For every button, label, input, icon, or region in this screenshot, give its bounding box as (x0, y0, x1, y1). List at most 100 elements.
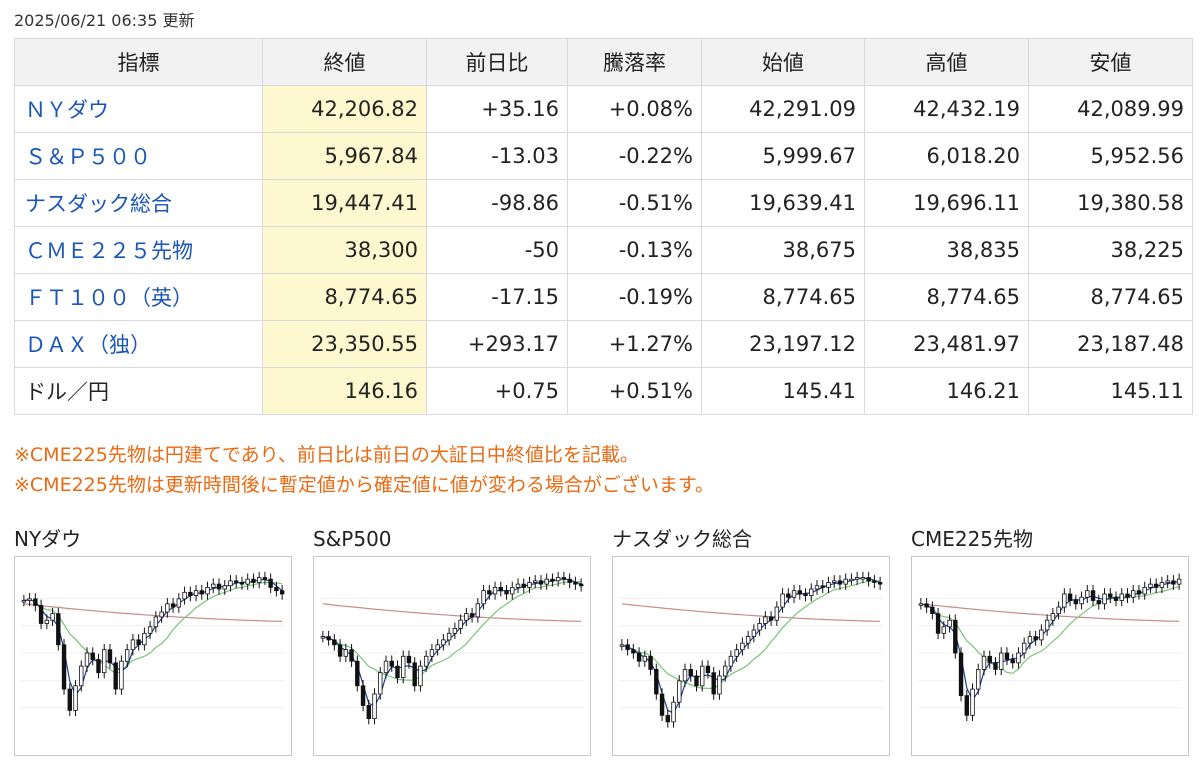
candle-body (176, 598, 182, 608)
table-row: ドル／円 146.16 +0.75 +0.51% 145.41 146.21 145.11 (14, 367, 1193, 415)
candle-body (1131, 590, 1136, 598)
candle-body (930, 606, 935, 615)
percent-value: +1.27% (567, 320, 702, 368)
ma-short-line (322, 578, 582, 707)
candle-body (1102, 593, 1107, 605)
candle-body (814, 585, 820, 590)
chart-canvas[interactable] (612, 556, 890, 756)
candle-body (734, 649, 739, 657)
candle-body (79, 665, 84, 687)
chart-nydow[interactable]: NYダウ (14, 522, 292, 756)
low-value: 42,089.99 (1028, 85, 1193, 133)
candle-body (435, 644, 440, 651)
candle-body (648, 655, 653, 670)
change-value: +293.17 (426, 320, 568, 368)
candle-body (757, 623, 762, 631)
indicator-link[interactable]: Ｓ＆Ｐ５００ (25, 145, 151, 169)
candle-body (216, 583, 222, 590)
candle-body (406, 655, 412, 664)
candle-body (56, 613, 61, 646)
header-close: 終値 (262, 38, 427, 86)
candle-body (102, 649, 107, 674)
candle-body (774, 606, 780, 621)
candle-body (619, 644, 625, 647)
chart-cme225[interactable]: CME225先物 (911, 522, 1189, 756)
chart-sp500[interactable]: S&P500 (313, 522, 591, 756)
candlestick-chart (918, 573, 1182, 722)
candle-body (1079, 596, 1084, 605)
open-value: 145.41 (701, 367, 865, 415)
candle-body (711, 672, 716, 695)
header-change: 前日比 (426, 38, 568, 86)
candle-body (538, 580, 544, 585)
candle-body (337, 644, 343, 657)
candle-body (745, 636, 751, 644)
table-row: Ｓ＆Ｐ５００ 5,967.84 -13.03 -0.22% 5,999.67 6,018.… (14, 132, 1193, 180)
low-value: 5,952.56 (1028, 132, 1193, 180)
candle-body (866, 577, 871, 582)
candle-body (96, 659, 101, 674)
candle-body (1004, 652, 1010, 660)
candle-body (1016, 652, 1021, 664)
indicator-link[interactable]: ＤＡＸ（独） (25, 333, 151, 357)
header-high: 高値 (864, 38, 1029, 86)
candle-body (682, 669, 688, 682)
candle-body (1085, 590, 1090, 598)
candle-body (1050, 613, 1056, 621)
candle-body (107, 649, 113, 664)
chart-canvas[interactable] (313, 556, 591, 756)
candle-body (768, 616, 774, 621)
candle-body (205, 586, 210, 595)
candle-body (791, 590, 797, 598)
candle-body (728, 655, 734, 667)
open-value: 19,639.41 (701, 179, 865, 227)
candle-body (245, 578, 250, 585)
candle-body (981, 655, 987, 670)
candle-body (642, 655, 648, 662)
candle-body (33, 598, 38, 606)
candle-body (1148, 583, 1153, 588)
candle-body (50, 613, 55, 621)
candle-body (429, 649, 435, 657)
indicator-link[interactable]: ＦＴ１００（英） (25, 286, 193, 310)
candle-body (349, 649, 354, 662)
candle-body (947, 619, 952, 628)
candle-body (970, 688, 975, 716)
close-value: 38,300 (262, 226, 427, 274)
table-row: ＮＹダウ 42,206.82 +35.16 +0.08% 42,291.09 42,432… (14, 85, 1193, 133)
candle-body (193, 590, 199, 597)
percent-value: +0.08% (567, 85, 702, 133)
candle-body (441, 639, 446, 646)
candle-body (722, 665, 728, 677)
candle-body (1073, 600, 1079, 605)
change-value: -50 (426, 226, 568, 274)
candle-body (90, 652, 95, 660)
ma-long-line (322, 603, 582, 622)
candle-body (688, 669, 693, 677)
candle-body (544, 578, 549, 585)
indicator-link[interactable]: ＣＭＥ２２５先物 (25, 239, 193, 263)
chart-canvas[interactable] (14, 556, 292, 756)
candle-body (67, 688, 72, 711)
change-value: +0.75 (426, 367, 568, 415)
indicator-link[interactable]: ＮＹダウ (25, 98, 109, 122)
candle-body (854, 577, 860, 580)
candle-body (412, 662, 417, 687)
candle-body (654, 669, 659, 695)
candle-body (199, 590, 204, 595)
candle-body (832, 580, 837, 583)
change-value: +35.16 (426, 85, 568, 133)
note-cme-provisional: ※CME225先物は更新時間後に暫定値から確定値に値が変わる場合がございます。 (14, 474, 714, 496)
candle-body (636, 652, 642, 662)
candle-body (1021, 642, 1027, 654)
candle-body (119, 660, 124, 690)
candle-body (268, 578, 273, 588)
candle-body (751, 629, 757, 638)
candle-body (21, 600, 27, 603)
chart-canvas[interactable] (911, 556, 1189, 756)
indicator-link[interactable]: ナスダック総合 (25, 192, 172, 216)
candle-body (515, 583, 521, 588)
candle-body (555, 577, 561, 582)
chart-nasdaq[interactable]: ナスダック総合 (612, 522, 890, 756)
candle-body (452, 628, 458, 634)
